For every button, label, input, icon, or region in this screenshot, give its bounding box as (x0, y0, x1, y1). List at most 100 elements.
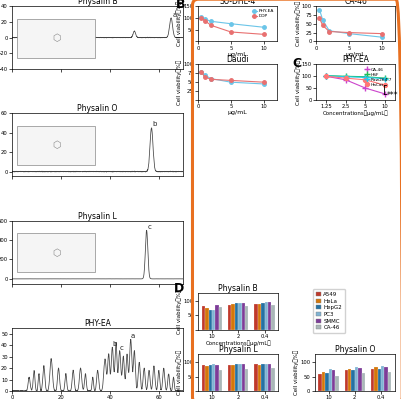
Raw264.7 (343, 74, 348, 79)
HaCat (324, 74, 328, 79)
Line: DDP: DDP (200, 70, 265, 84)
Legend: PHY-EA, DDP: PHY-EA, DDP (251, 8, 275, 19)
DDP (209, 23, 214, 28)
Bar (271, 368, 275, 391)
Text: B: B (176, 0, 186, 11)
Legend: A549, HeLa, HepG2, PC3, SMMC, CA-46: A549, HeLa, HepG2, PC3, SMMC, CA-46 (313, 289, 345, 333)
Text: ***: *** (387, 91, 399, 100)
Bar (258, 365, 261, 391)
Bar (318, 374, 322, 391)
HaCat (383, 83, 387, 88)
Text: a: a (172, 12, 176, 18)
HaCat (343, 76, 348, 81)
DDP (202, 18, 207, 23)
Y-axis label: Cell viability（%）: Cell viability（%） (177, 288, 182, 334)
PHY-EA (199, 14, 204, 19)
Bar (212, 364, 215, 391)
Text: a: a (131, 333, 135, 339)
Bar (261, 302, 265, 330)
PHY-EA (209, 76, 214, 81)
CA-46 (343, 77, 348, 82)
Bar (268, 364, 271, 391)
PHY-EA (199, 69, 204, 74)
Bar (238, 364, 242, 391)
Bar (332, 370, 335, 391)
Bar (202, 365, 205, 391)
PHY-EA (202, 73, 207, 77)
Bar (335, 376, 339, 391)
Raw264.7 (363, 75, 368, 80)
PHY-EA (261, 25, 266, 30)
Title: Physalin L: Physalin L (219, 345, 257, 354)
PHY-EA (317, 7, 322, 12)
Bar (381, 366, 385, 391)
DDP (199, 69, 204, 74)
PHY-EA (320, 18, 325, 23)
DDP (229, 78, 233, 83)
Bar (258, 304, 261, 330)
Text: c: c (148, 224, 152, 230)
Bar (268, 302, 271, 330)
HSF (324, 73, 328, 78)
PHY-EA (379, 35, 384, 40)
DDP (317, 16, 322, 21)
Title: Physalin O: Physalin O (334, 345, 375, 354)
Bar (205, 366, 209, 391)
Bar (351, 370, 355, 391)
Bar (228, 365, 231, 391)
Line: Raw264.7: Raw264.7 (323, 73, 388, 81)
PHY-EA (229, 21, 233, 26)
Bar (265, 363, 268, 391)
HaCat (363, 77, 368, 82)
Bar (348, 369, 351, 391)
Bar (358, 368, 362, 391)
DDP (229, 30, 233, 34)
Bar (242, 364, 245, 391)
HSF (363, 74, 368, 79)
Bar (374, 367, 378, 391)
X-axis label: μg/mL: μg/mL (227, 52, 247, 57)
Bar (385, 367, 388, 391)
PHY-EA (346, 31, 351, 36)
Bar (362, 373, 365, 391)
Bar (254, 364, 258, 391)
X-axis label: μg/mL: μg/mL (227, 111, 247, 115)
Bar (219, 308, 222, 330)
DDP (209, 77, 214, 82)
CA-46 (383, 92, 387, 97)
Title: CA-46: CA-46 (344, 0, 367, 6)
Bar (261, 364, 265, 391)
Text: b: b (153, 121, 157, 127)
PHY-EA (202, 17, 207, 22)
Y-axis label: Cell viability（%）: Cell viability（%） (293, 350, 299, 395)
Bar (228, 304, 231, 330)
Bar (231, 304, 235, 330)
Y-axis label: Cell viability（%）: Cell viability（%） (177, 1, 182, 46)
Text: C: C (293, 57, 302, 70)
Bar (325, 373, 328, 391)
Bar (235, 303, 238, 330)
Bar (378, 369, 381, 391)
Text: D: D (174, 282, 184, 295)
Y-axis label: Cell viability（%）: Cell viability（%） (177, 350, 182, 395)
Y-axis label: Cell viability（%）: Cell viability（%） (177, 59, 182, 105)
Bar (209, 365, 212, 391)
Bar (231, 365, 235, 391)
Bar (219, 370, 222, 391)
Bar (355, 367, 358, 391)
Text: b: b (112, 341, 117, 347)
Title: Physalin L: Physalin L (78, 211, 117, 221)
Y-axis label: Cell viability（%）: Cell viability（%） (295, 59, 300, 105)
HSF (383, 76, 387, 81)
Line: HaCat: HaCat (324, 74, 387, 87)
Bar (238, 303, 242, 330)
Title: SU-DHL-4: SU-DHL-4 (219, 0, 255, 6)
Line: DDP: DDP (200, 16, 265, 36)
Bar (245, 369, 249, 391)
Bar (254, 304, 258, 330)
Bar (344, 370, 348, 391)
PHY-EA (229, 80, 233, 85)
PHY-EA (327, 28, 332, 33)
Title: Daudi: Daudi (226, 55, 249, 64)
Text: c: c (119, 345, 124, 351)
